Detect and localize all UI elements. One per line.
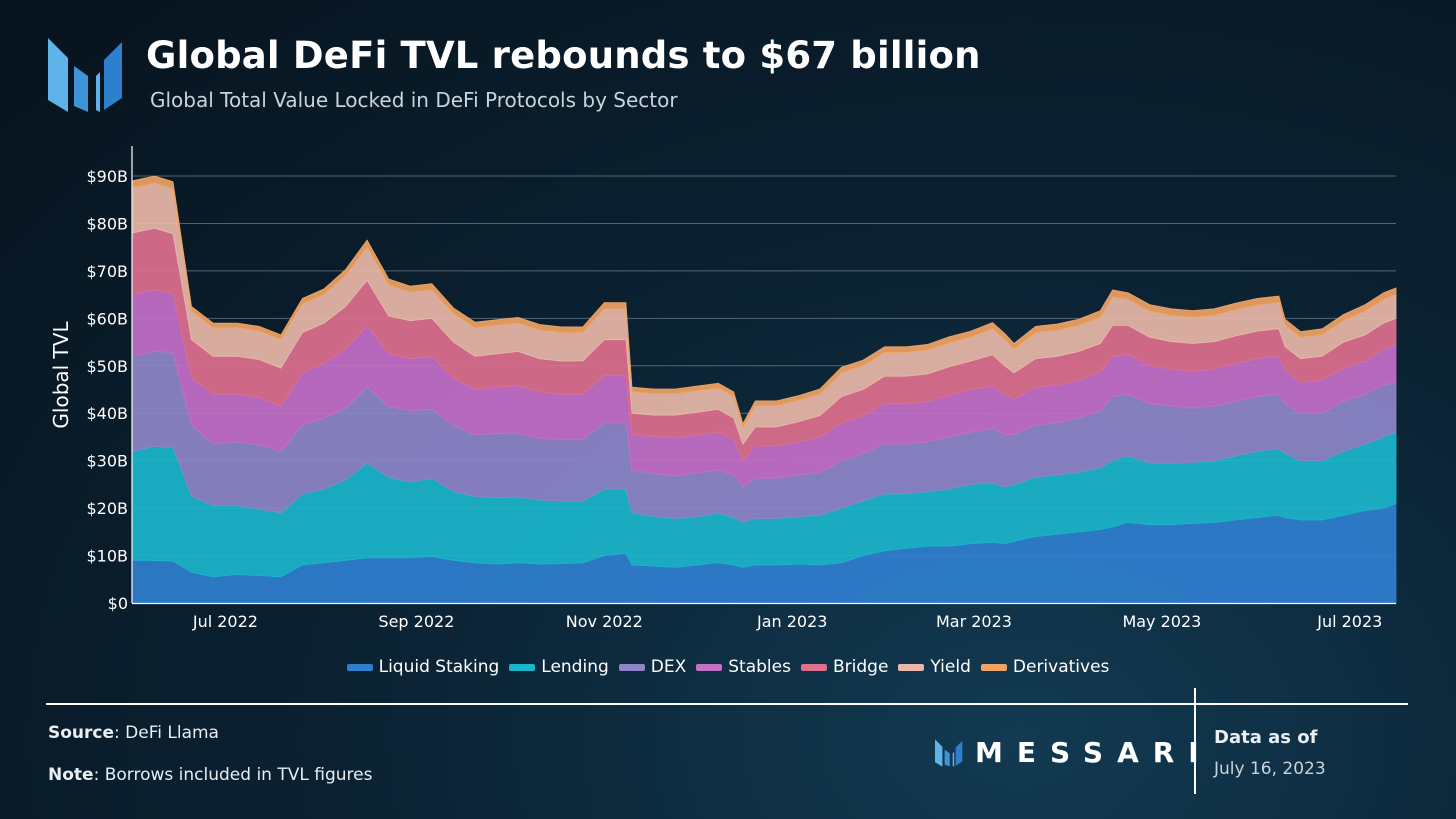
legend-swatch [980, 663, 1007, 671]
legend-label: Stables [728, 657, 791, 677]
page-title: Global DeFi TVL rebounds to $67 billion [146, 34, 981, 77]
x-tick-label: Jan 2023 [756, 612, 827, 631]
y-tick-label: $90B [86, 167, 128, 186]
legend-item-stables: Stables [696, 657, 791, 677]
note-label: Note [48, 765, 94, 785]
legend-swatch [898, 663, 925, 671]
legend-item-bridge: Bridge [800, 657, 889, 677]
axes: $0 $10B $20B $30B $40B $50B $60B $70B $80B $90B Ju… [86, 146, 1396, 631]
source-value: DeFi Llama [125, 723, 219, 743]
legend-item-yield: Yield [898, 657, 971, 677]
y-tick-label: $40B [86, 404, 128, 423]
legend-swatch [346, 663, 373, 671]
tvl-stacked-area-chart: $0 $10B $20B $30B $40B $50B $60B $70B $80B $90B Ju… [49, 146, 1397, 631]
legend-swatch [696, 663, 723, 671]
source-label: Source [48, 723, 115, 743]
legend-item-derivatives: Derivatives [980, 657, 1110, 677]
data-as-of-label: Data as of [1214, 727, 1318, 748]
page-subtitle: Global Total Value Locked in DeFi Protoc… [150, 88, 678, 112]
y-tick-label: $0 [108, 594, 128, 613]
y-tick-label: $80B [86, 214, 128, 233]
source-note: Source: DeFi Llama [48, 723, 219, 743]
footer-vertical-divider [1194, 688, 1196, 794]
x-tick-label: Jul 2023 [1316, 612, 1382, 631]
x-tick-label: Jul 2022 [192, 612, 258, 631]
y-tick-label: $70B [86, 262, 128, 281]
x-tick-label: May 2023 [1122, 612, 1201, 631]
x-tick-label: Mar 2023 [936, 612, 1012, 631]
brand-wordmark: MESSARI [975, 736, 1213, 769]
chart-legend: Liquid Staking Lending DEX Stables Bridge Yie… [0, 657, 1456, 677]
y-tick-label: $60B [86, 309, 128, 328]
legend-label: DEX [650, 657, 687, 677]
legend-label: Derivatives [1012, 657, 1110, 677]
legend-label: Lending [541, 657, 609, 677]
legend-label: Yield [930, 657, 971, 677]
data-as-of-date: July 16, 2023 [1214, 759, 1326, 779]
messari-logo [48, 38, 122, 112]
x-tick-label: Sep 2022 [378, 612, 454, 631]
legend-item-liquid-staking: Liquid Staking [346, 657, 500, 677]
y-tick-label: $30B [86, 452, 128, 471]
legend-swatch [509, 663, 536, 671]
legend-label: Liquid Staking [378, 657, 500, 677]
area-derivatives [132, 175, 1397, 429]
y-axis-label: Global TVL [49, 321, 73, 429]
x-tick-label: Nov 2022 [566, 612, 643, 631]
footnote: Note: Borrows included in TVL figures [48, 765, 373, 785]
legend-label: Bridge [832, 657, 889, 677]
y-tick-label: $10B [86, 547, 128, 566]
footer-divider [46, 703, 1408, 705]
messari-mark-icon [935, 738, 963, 767]
area-layer [132, 175, 1397, 604]
legend-swatch [800, 663, 827, 671]
y-tick-label: $20B [86, 499, 128, 518]
legend-swatch [618, 663, 645, 671]
legend-item-lending: Lending [509, 657, 609, 677]
note-value: Borrows included in TVL figures [104, 765, 373, 785]
brand-block: MESSARI [935, 736, 1213, 769]
y-tick-label: $50B [86, 357, 128, 376]
legend-item-dex: DEX [618, 657, 687, 677]
